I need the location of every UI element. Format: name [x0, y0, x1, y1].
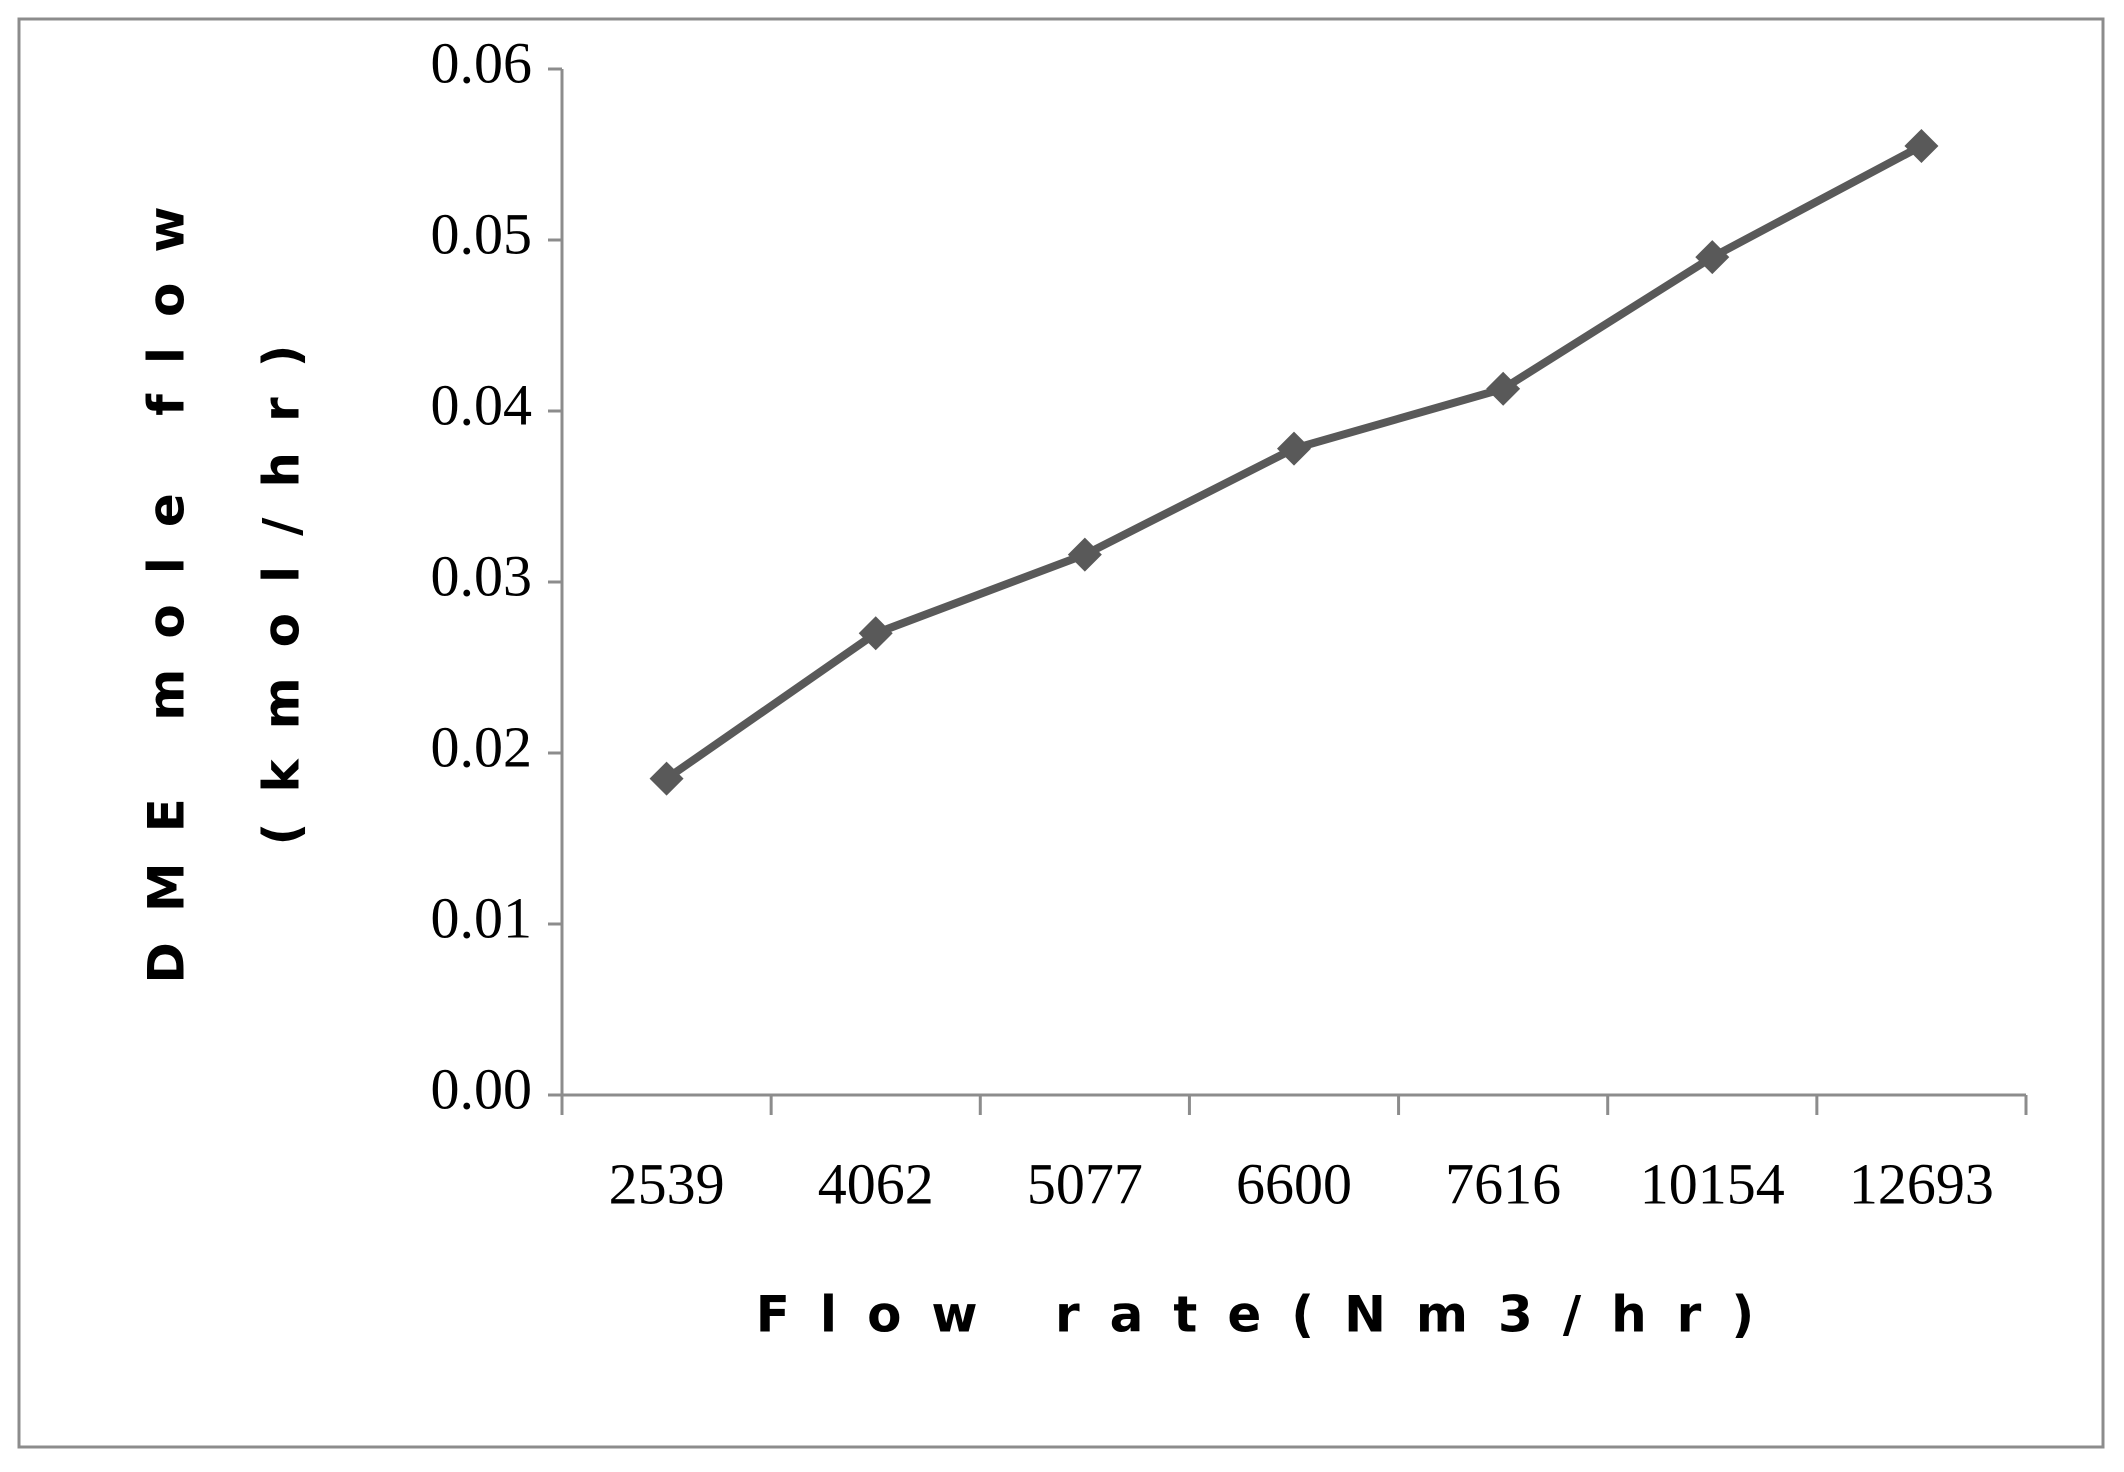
x-tick-label: 12693 — [1849, 1151, 1994, 1216]
marker — [649, 761, 684, 796]
y-tick-label: 0.06 — [431, 30, 533, 95]
y-tick-label: 0.03 — [431, 543, 533, 608]
y-tick-label: 0.01 — [431, 885, 533, 950]
marker — [1904, 128, 1939, 163]
marker — [858, 616, 893, 651]
y-axis-title: DME mole flow — [138, 176, 196, 983]
x-tick-label: 7616 — [1445, 1151, 1561, 1216]
x-tick-label: 4062 — [818, 1151, 934, 1216]
marker — [1067, 537, 1102, 572]
marker — [1695, 240, 1730, 275]
y-tick-label: 0.00 — [431, 1056, 533, 1121]
y-tick-label: 0.04 — [431, 372, 533, 437]
x-tick-label: 10154 — [1640, 1151, 1785, 1216]
marker — [1486, 371, 1521, 406]
chart-border — [17, 17, 2105, 1449]
x-tick-label: 6600 — [1236, 1151, 1352, 1216]
marker — [1277, 431, 1311, 466]
y-axis-title: (kmol/hr) — [253, 314, 311, 845]
x-axis-title: Flow rate(Nm3/hr) — [756, 1286, 1784, 1344]
y-tick-label: 0.05 — [431, 201, 533, 266]
x-tick-label: 5077 — [1027, 1151, 1143, 1216]
x-tick-label: 2539 — [609, 1151, 725, 1216]
y-tick-label: 0.02 — [431, 714, 533, 779]
